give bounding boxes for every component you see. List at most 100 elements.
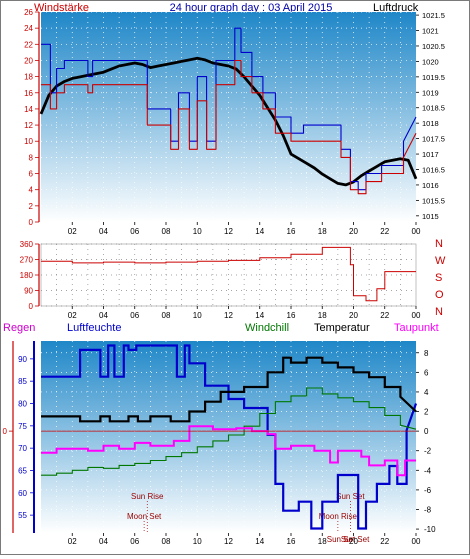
x-tick-label: 02 — [68, 537, 77, 546]
x-tick-label: 08 — [162, 537, 171, 546]
annotation-label: Moon Rise — [319, 512, 358, 521]
pressure-tick-label: 1018 — [422, 119, 439, 128]
humidity-tick-label: 65 — [18, 466, 27, 475]
pressure-tick-label: 1017.5 — [422, 135, 445, 144]
x-tick-label: 14 — [255, 227, 264, 236]
wind-tick-label: 10 — [24, 137, 33, 146]
x-tick-label: 08 — [162, 311, 171, 320]
x-tick-label: 04 — [99, 537, 108, 546]
x-tick-label: 02 — [68, 311, 77, 320]
x-tick-label: 16 — [287, 311, 296, 320]
temperature-tick-label: -6 — [424, 486, 432, 495]
direction-tick-label: 270 — [20, 256, 34, 265]
humidity-tick-label: 70 — [18, 444, 27, 453]
humidity-line — [41, 344, 418, 530]
humidity-tick-label: 80 — [18, 400, 27, 409]
humidity-tick-label: 55 — [18, 511, 27, 520]
compass-label: N — [435, 238, 443, 250]
x-tick-label: 10 — [193, 311, 202, 320]
x-tick-label: 18 — [318, 537, 327, 546]
x-tick-label: 00 — [412, 537, 421, 546]
x-tick-label: 14 — [255, 537, 264, 546]
wind-tick-label: 8 — [29, 153, 34, 162]
direction-tick-label: 0 — [29, 302, 34, 311]
x-tick-label: 00 — [412, 311, 421, 320]
x-tick-label: 16 — [287, 227, 296, 236]
wind-tick-label: 24 — [24, 24, 33, 33]
wind-pressure-axes: 0246810121416182022242610151015.51016101… — [24, 8, 445, 236]
x-tick-label: 06 — [130, 227, 139, 236]
x-tick-label: 20 — [349, 537, 358, 546]
direction-tick-label: 180 — [20, 271, 34, 280]
x-tick-label: 22 — [380, 537, 389, 546]
wind-tick-label: 26 — [24, 8, 33, 17]
legend-temperatur: Temperatur — [314, 322, 370, 334]
pressure-tick-label: 1020.5 — [422, 42, 445, 51]
wind-direction-series — [41, 246, 416, 302]
wind-tick-label: 2 — [29, 202, 34, 211]
x-tick-label: 22 — [380, 311, 389, 320]
x-tick-label: 06 — [130, 537, 139, 546]
compass-label: N — [435, 306, 443, 318]
x-tick-label: 00 — [412, 227, 421, 236]
wind-pressure-series — [39, 27, 418, 195]
temperature-tick-label: 2 — [424, 408, 429, 417]
annotation-label: Sun Set — [341, 535, 370, 544]
wind-tick-label: 22 — [24, 40, 33, 49]
wind-tick-label: 4 — [29, 186, 34, 195]
annotation-label: Moon Set — [127, 512, 162, 521]
pressure-tick-label: 1019 — [422, 88, 439, 97]
x-tick-label: 22 — [380, 227, 389, 236]
humidity-tick-label: 90 — [18, 355, 27, 364]
x-tick-label: 12 — [224, 311, 233, 320]
wind-tick-label: 0 — [29, 218, 34, 227]
temperature-tick-label: -4 — [424, 466, 432, 475]
annotation-label: Sun Set — [336, 492, 365, 501]
chart-title: 24 hour graph day : 03 April 2015 — [170, 2, 333, 14]
wind-tick-label: 14 — [24, 105, 33, 114]
x-tick-label: 10 — [193, 537, 202, 546]
pressure-tick-label: 1015.5 — [422, 196, 445, 205]
wind-axis-title: Windstärke — [34, 2, 89, 14]
humidity-tick-label: 85 — [18, 377, 27, 386]
compass-label: S — [435, 272, 442, 284]
direction-tick-label: 90 — [24, 287, 33, 296]
wind-tick-label: 18 — [24, 73, 33, 82]
x-tick-label: 20 — [349, 227, 358, 236]
x-tick-label: 16 — [287, 537, 296, 546]
x-tick-label: 20 — [349, 311, 358, 320]
x-tick-label: 08 — [162, 227, 171, 236]
pressure-tick-label: 1021 — [422, 27, 439, 36]
direction-line — [41, 246, 416, 302]
x-tick-label: 06 — [130, 311, 139, 320]
temperature-tick-label: -10 — [424, 525, 436, 534]
windchill-line — [41, 387, 417, 476]
legend-windchill: Windchill — [245, 322, 289, 334]
pressure-axis-title: Luftdruck — [373, 2, 419, 14]
pressure-tick-label: 1019.5 — [422, 73, 445, 82]
temperature-tick-label: 0 — [424, 427, 429, 436]
temperature-tick-label: 6 — [424, 368, 429, 377]
legend-regen: Regen — [3, 322, 35, 334]
humidity-tick-label: 75 — [18, 422, 27, 431]
legend-luftfeuchte: Luftfeuchte — [67, 322, 121, 334]
wind-tick-label: 16 — [24, 89, 33, 98]
x-tick-label: 04 — [99, 227, 108, 236]
x-tick-label: 10 — [193, 227, 202, 236]
pressure-tick-label: 1020 — [422, 57, 439, 66]
pressure-tick-label: 1016 — [422, 181, 439, 190]
x-tick-label: 14 — [255, 311, 264, 320]
temperature-tick-label: 4 — [424, 388, 429, 397]
x-tick-label: 18 — [318, 227, 327, 236]
pressure-tick-label: 1018.5 — [422, 104, 445, 113]
annotation-label: Sun Set — [327, 535, 356, 544]
compass-label: W — [435, 255, 446, 267]
temperature-line — [41, 356, 417, 423]
pressure-tick-label: 1021.5 — [422, 11, 445, 20]
avg-line — [41, 59, 417, 195]
temperature-tick-label: -2 — [424, 447, 432, 456]
